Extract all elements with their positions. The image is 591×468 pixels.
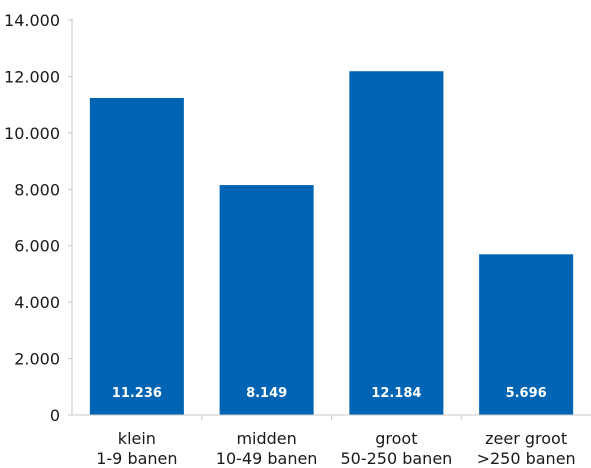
bar [89, 97, 184, 415]
bar [219, 185, 314, 415]
y-tick-label: 0 [50, 406, 60, 425]
x-category-label: 1-9 banen [96, 449, 177, 468]
y-tick-label: 10.000 [4, 124, 60, 143]
y-tick-label: 6.000 [14, 237, 60, 256]
bar-value-label: 12.184 [371, 386, 421, 401]
bar-value-label: 11.236 [112, 386, 162, 401]
x-category-label: midden [236, 429, 296, 448]
x-category-label: klein [118, 429, 156, 448]
y-tick-label: 2.000 [14, 350, 60, 369]
x-category-label: groot [375, 429, 417, 448]
y-axis: 0 2.000 4.000 6.000 8.000 10.000 12.000 14.000 [4, 11, 73, 425]
bar-value-label: 8.149 [246, 386, 287, 401]
bar [349, 71, 444, 415]
y-tick-label: 8.000 [14, 180, 60, 199]
bars: 11.236 8.149 12.184 5.696 [89, 71, 574, 415]
x-category-label: zeer groot [485, 429, 567, 448]
y-tick-label: 14.000 [4, 11, 60, 30]
x-category-label: >250 banen [477, 449, 576, 468]
y-tick-label: 12.000 [4, 67, 60, 86]
bar [479, 254, 574, 415]
bar-value-label: 5.696 [506, 386, 547, 401]
x-category-label: 50-250 banen [340, 449, 452, 468]
y-tick-label: 4.000 [14, 293, 60, 312]
x-category-label: 10-49 banen [216, 449, 318, 468]
